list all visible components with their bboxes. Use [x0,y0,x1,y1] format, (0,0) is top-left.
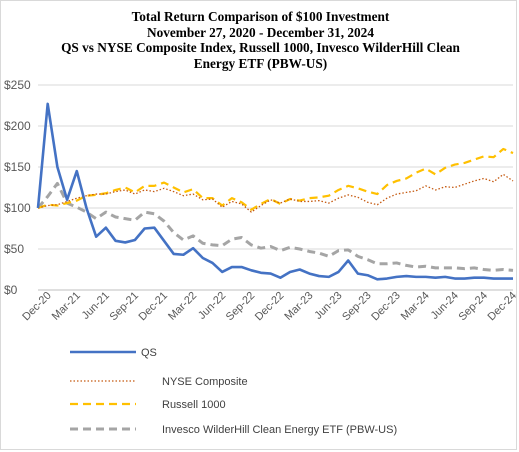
legend-label: Invesco WilderHill Clean Energy ETF (PBW… [162,424,397,436]
x-tick-label: Sep-24 [456,290,490,324]
chart-title: Total Return Comparison of $100 Investme… [1,9,519,71]
title-line-3: QS vs NYSE Composite Index, Russell 1000… [61,40,460,55]
x-tick-label: Mar-22 [166,290,199,323]
x-tick-label: Sep-23 [340,290,374,324]
x-tick-label: Mar-24 [399,290,432,323]
series-line-qs [36,102,513,281]
title-line-2: November 27, 2020 - December 31, 2024 [147,24,374,40]
y-axis-ticks: $0 $50 $100 $150 $200 $250 [4,78,31,297]
legend-label: Russell 1000 [162,399,226,411]
y-tick-label: $250 [4,78,31,92]
series-line-pbw [36,181,514,272]
series-line-nyse-composite [37,173,514,213]
y-tick-label: $150 [4,160,31,174]
x-tick-label: Jun-24 [429,290,461,322]
series-line-russell-1000 [37,147,514,211]
x-tick-label: Jun-23 [312,290,344,322]
legend-label: NYSE Composite [162,376,248,388]
x-tick-label: Mar-23 [282,290,315,323]
y-tick-label: $0 [4,283,18,297]
x-axis-ticks: Dec-20Mar-21Jun-21Sep-21Dec-21Mar-22Jun-… [20,290,519,324]
gridlines [38,84,513,291]
title-line-4: Energy ETF (PBW-US) [193,55,328,71]
x-tick-label: Mar-21 [50,290,83,323]
legend-label: QS [141,347,157,359]
x-tick-label: Jun-22 [196,290,228,322]
x-tick-label: Sep-22 [224,290,258,324]
x-tick-label: Dec-21 [137,290,171,324]
y-tick-label: $200 [4,119,31,133]
y-tick-label: $50 [4,242,24,256]
legend: QS NYSE Composite Russell 1000 Invesco Wild… [70,347,397,436]
x-tick-label: Dec-20 [20,290,54,324]
x-tick-label: Sep-21 [107,290,141,324]
x-tick-label: Jun-21 [80,290,112,322]
title-line-1: Total Return Comparison of $100 Investme… [131,9,390,24]
x-tick-label: Dec-23 [369,290,403,324]
x-tick-label: Dec-24 [486,290,519,324]
y-tick-label: $100 [4,201,31,215]
series-lines [36,102,514,281]
x-tick-label: Dec-22 [253,290,287,324]
